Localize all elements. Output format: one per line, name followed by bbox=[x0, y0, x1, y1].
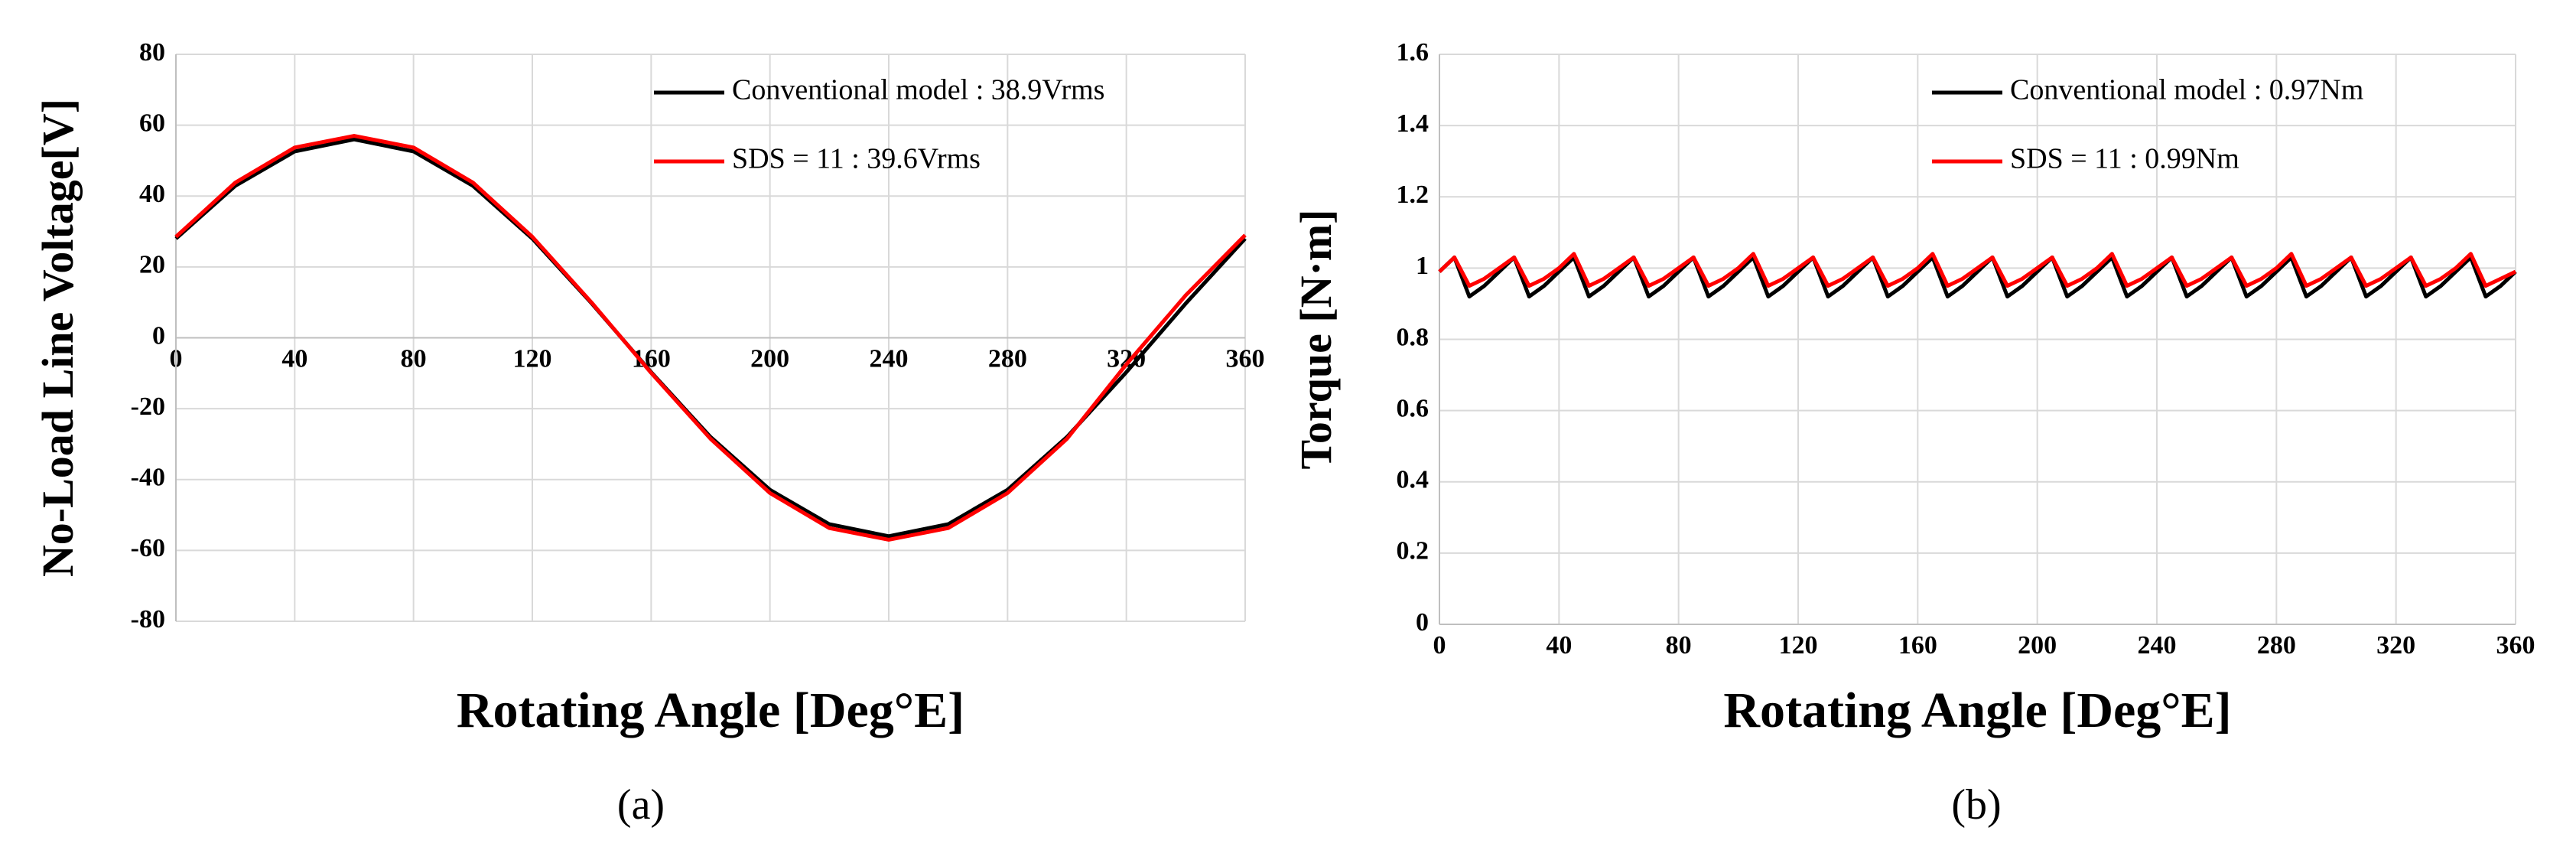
y-tick-label: -40 bbox=[131, 464, 165, 492]
x-tick-label: 360 bbox=[1226, 344, 1265, 373]
x-tick-label: 200 bbox=[750, 344, 789, 373]
x-tick-label: 280 bbox=[988, 344, 1027, 373]
legend-label: SDS = 11 : 0.99Nm bbox=[2010, 143, 2239, 175]
y-tick-label: 0 bbox=[152, 321, 165, 350]
series-line bbox=[1438, 252, 2517, 288]
caption: (a) bbox=[617, 781, 665, 829]
y-tick-label: 0.4 bbox=[1397, 466, 1429, 494]
x-tick-label: 120 bbox=[513, 344, 552, 373]
x-tick-label: 240 bbox=[870, 344, 909, 373]
y-tick-label: 1.4 bbox=[1397, 109, 1429, 138]
y-axis-label: Torque [N·m] bbox=[1291, 210, 1341, 470]
legend-label: Conventional model : 0.97Nm bbox=[2010, 74, 2363, 106]
y-tick-label: 20 bbox=[139, 251, 165, 279]
y-tick-label: 1.2 bbox=[1397, 181, 1429, 209]
series-line bbox=[174, 134, 1247, 542]
y-tick-label: 1 bbox=[1416, 252, 1429, 280]
x-tick-label: 40 bbox=[1546, 631, 1572, 660]
y-tick-label: 0.8 bbox=[1397, 323, 1429, 351]
series-line bbox=[1438, 255, 2517, 299]
x-tick-label: 240 bbox=[2138, 631, 2177, 660]
y-tick-label: 0.6 bbox=[1397, 394, 1429, 422]
x-tick-label: 80 bbox=[1666, 631, 1692, 660]
y-tick-label: 60 bbox=[139, 109, 165, 137]
x-tick-label: 360 bbox=[2496, 631, 2535, 660]
y-tick-label: 1.6 bbox=[1397, 38, 1429, 67]
y-tick-label: 40 bbox=[139, 180, 165, 208]
x-tick-label: 0 bbox=[1433, 631, 1446, 660]
y-axis-label: No-Load Line Voltage[V] bbox=[33, 99, 83, 577]
y-tick-label: 0.2 bbox=[1397, 537, 1429, 565]
y-tick-label: -20 bbox=[131, 393, 165, 421]
x-tick-label: 120 bbox=[1779, 631, 1818, 660]
x-tick-label: 200 bbox=[2018, 631, 2057, 660]
x-tick-label: 280 bbox=[2257, 631, 2296, 660]
y-tick-label: -80 bbox=[131, 605, 165, 634]
x-tick-label: 320 bbox=[2376, 631, 2415, 660]
x-axis-label: Rotating Angle [Deg°E] bbox=[1723, 682, 2231, 738]
y-tick-label: 0 bbox=[1416, 608, 1429, 637]
x-axis-label: Rotating Angle [Deg°E] bbox=[457, 682, 964, 738]
caption: (b) bbox=[1951, 781, 2001, 829]
y-tick-label: -60 bbox=[131, 534, 165, 562]
x-tick-label: 160 bbox=[1898, 631, 1937, 660]
x-tick-label: 40 bbox=[281, 344, 307, 373]
y-tick-label: 80 bbox=[139, 38, 165, 67]
x-tick-label: 80 bbox=[401, 344, 427, 373]
legend-label: SDS = 11 : 39.6Vrms bbox=[732, 143, 981, 175]
legend-label: Conventional model : 38.9Vrms bbox=[732, 74, 1104, 106]
